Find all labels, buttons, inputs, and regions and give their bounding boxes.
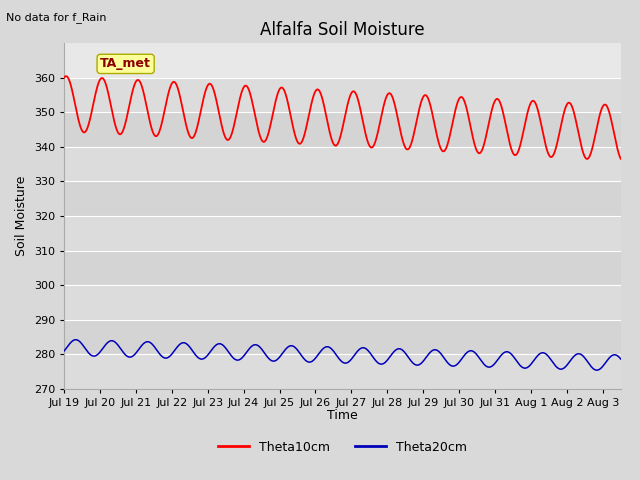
Bar bbox=[64, 251, 621, 285]
Text: TA_met: TA_met bbox=[100, 58, 151, 71]
Bar bbox=[64, 354, 621, 389]
X-axis label: Time: Time bbox=[327, 409, 358, 422]
Legend: Theta10cm, Theta20cm: Theta10cm, Theta20cm bbox=[212, 435, 472, 458]
Title: Alfalfa Soil Moisture: Alfalfa Soil Moisture bbox=[260, 21, 425, 39]
Bar bbox=[64, 320, 621, 354]
Bar bbox=[64, 285, 621, 320]
Bar bbox=[64, 216, 621, 251]
Text: No data for f_Rain: No data for f_Rain bbox=[6, 12, 107, 23]
Bar bbox=[64, 181, 621, 216]
Y-axis label: Soil Moisture: Soil Moisture bbox=[15, 176, 28, 256]
Bar bbox=[64, 112, 621, 147]
Bar bbox=[64, 147, 621, 181]
Bar bbox=[64, 78, 621, 112]
